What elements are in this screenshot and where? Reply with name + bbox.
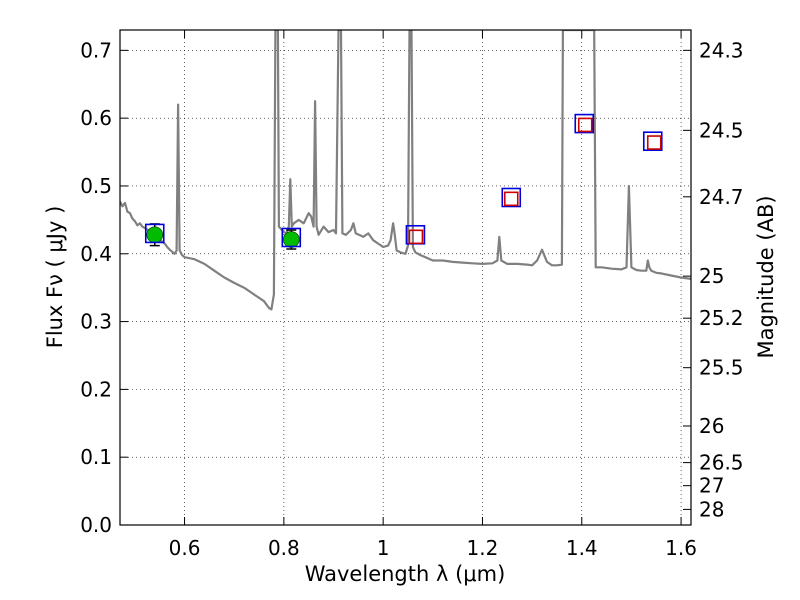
y-axis-title: Flux Fν ( μJy ) [43, 206, 67, 349]
y2-tick-label: 25.5 [699, 356, 744, 380]
y2-tick-label: 27 [699, 474, 724, 498]
model-point-blue [281, 227, 302, 248]
y2-tick-label: 28 [699, 497, 724, 521]
x-tick-label: 0.6 [169, 536, 201, 560]
photometry-markers [144, 113, 663, 250]
y2-tick-label: 26 [699, 414, 724, 438]
y-tick-label: 0.5 [80, 174, 112, 198]
x-tick-label: 1 [377, 536, 390, 560]
y-tick-label: 0.7 [80, 38, 112, 62]
x-tick-label: 1.2 [467, 536, 499, 560]
model-point-red [503, 191, 519, 207]
x-tick-label: 0.8 [268, 536, 300, 560]
y2-tick-label: 25 [699, 264, 724, 288]
plot-frame [119, 29, 692, 526]
model-spectrum [120, 30, 691, 311]
grid-lines [120, 30, 691, 526]
model-point-red [577, 117, 593, 133]
axis-ticks [120, 30, 691, 526]
y2-tick-label: 24.5 [699, 118, 744, 142]
y-tick-label: 0.1 [80, 445, 112, 469]
x-axis-title: Wavelength λ (μm) [305, 562, 506, 586]
y-tick-label: 0.0 [80, 513, 112, 537]
y-tick-label: 0.4 [80, 242, 112, 266]
model-point-blue [501, 187, 522, 208]
model-point-blue [144, 223, 165, 244]
y2-tick-label: 25.2 [699, 306, 744, 330]
spectrum-line [120, 30, 691, 311]
observed-point [282, 231, 300, 248]
y-tick-label: 0.6 [80, 106, 112, 130]
y2-axis-title: Magnitude (AB) [754, 195, 778, 358]
y2-tick-label: 24.7 [699, 185, 744, 209]
observed-point [146, 226, 164, 244]
tick-labels: 0.6 0.8 1 1.2 1.4 1.6 0.0 0.1 0.2 0.3 0.4 0.5 0.6 0.7… [80, 38, 743, 560]
model-point-red [646, 135, 662, 150]
model-point-blue [642, 131, 663, 152]
y2-tick-label: 26.5 [699, 451, 744, 475]
x-tick-label: 1.6 [665, 536, 697, 560]
model-point-red [408, 229, 424, 245]
y-tick-label: 0.2 [80, 377, 112, 401]
y-tick-label: 0.3 [80, 310, 112, 334]
y2-tick-label: 24.3 [699, 38, 744, 62]
x-tick-label: 1.4 [566, 536, 598, 560]
model-point-blue [574, 113, 595, 134]
